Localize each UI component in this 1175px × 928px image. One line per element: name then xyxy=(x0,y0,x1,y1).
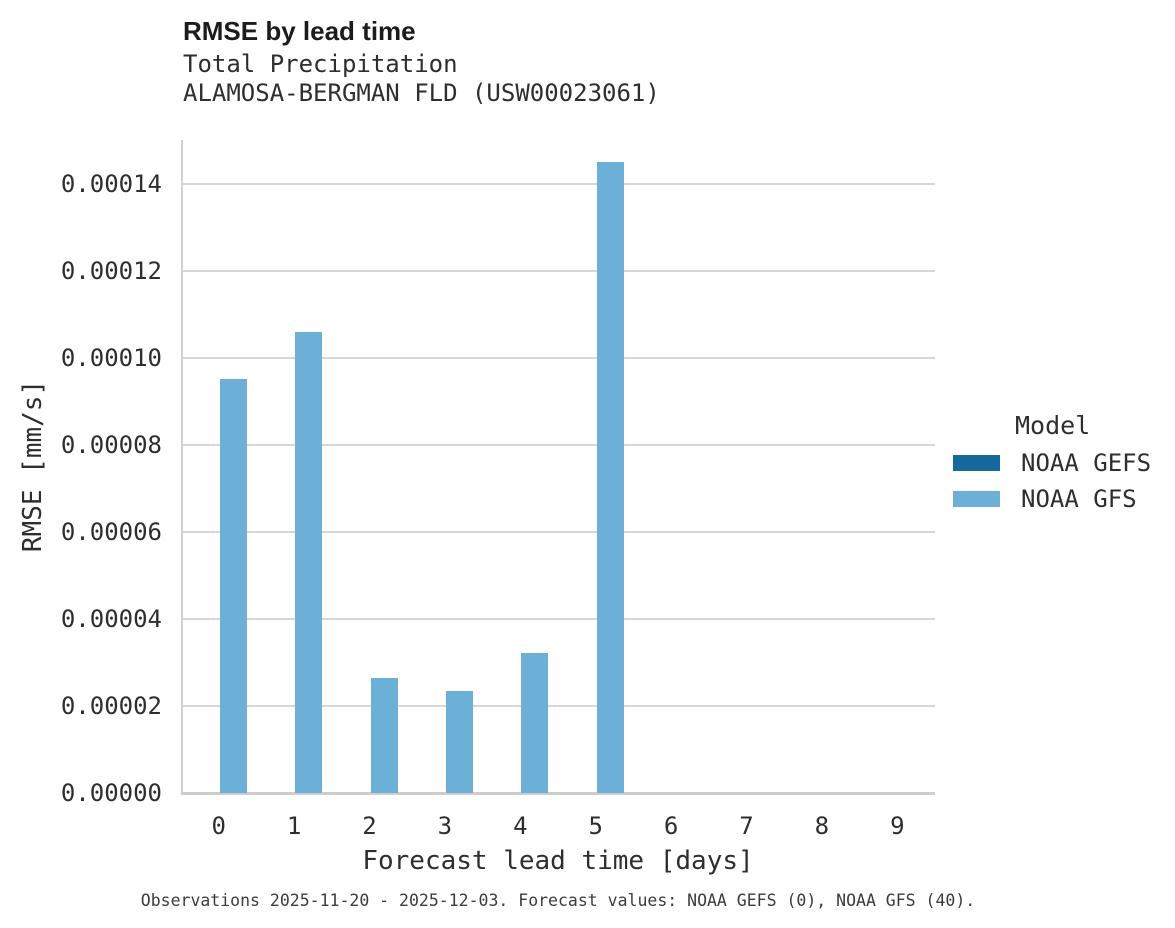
y-axis-spine xyxy=(181,140,183,793)
legend-label-noaa-gefs: NOAA GEFS xyxy=(1021,449,1152,477)
bar-noaa-gfs-day-2 xyxy=(370,677,398,793)
legend-swatch-noaa-gefs xyxy=(953,455,1000,471)
legend-title: Model xyxy=(1015,411,1091,440)
gridline xyxy=(181,704,935,707)
x-tick-label: 1 xyxy=(286,812,302,840)
x-tick-label: 9 xyxy=(890,812,905,840)
legend-label-noaa-gfs: NOAA GFS xyxy=(1021,485,1137,513)
y-tick-label: 0.00008 xyxy=(60,430,162,459)
gridline xyxy=(181,443,935,446)
x-tick-label: 4 xyxy=(513,812,528,840)
chart-title: RMSE by lead time xyxy=(183,16,416,46)
bar-noaa-gfs-day-3 xyxy=(445,690,473,793)
x-axis-title: Forecast lead time [days] xyxy=(362,846,754,876)
y-tick-label: 0.00004 xyxy=(60,604,162,633)
y-tick-label: 0.00014 xyxy=(60,169,162,198)
y-tick-label: 0.00006 xyxy=(60,517,162,546)
y-tick-label: 0.00010 xyxy=(60,343,162,372)
legend-entry-noaa-gefs: NOAA GEFS xyxy=(953,450,1151,476)
x-tick-label: 6 xyxy=(663,812,679,840)
bar-noaa-gfs-day-5 xyxy=(596,161,624,793)
y-tick-label: 0.00000 xyxy=(60,779,162,807)
gridline xyxy=(181,356,935,359)
x-tick-label: 3 xyxy=(437,812,453,840)
x-tick-label: 7 xyxy=(739,812,754,840)
gridline xyxy=(181,182,935,185)
legend: Model NOAA GEFS NOAA GFS xyxy=(953,412,1151,512)
y-tick-label: 0.00012 xyxy=(60,256,162,285)
x-tick-label: 0 xyxy=(211,812,226,840)
x-tick-label: 8 xyxy=(814,812,830,840)
chart-subtitle-station: ALAMOSA-BERGMAN FLD (USW00023061) xyxy=(183,79,660,107)
chart-subtitle-variable: Total Precipitation xyxy=(183,50,458,78)
gridline xyxy=(181,530,935,533)
legend-entry-noaa-gfs: NOAA GFS xyxy=(953,486,1151,512)
gridline xyxy=(181,617,935,620)
y-tick-label: 0.00002 xyxy=(60,691,162,720)
bar-noaa-gfs-day-4 xyxy=(521,652,549,793)
bar-noaa-gfs-day-1 xyxy=(295,331,323,793)
caption: Observations 2025-11-20 - 2025-12-03. Fo… xyxy=(140,891,976,910)
bar-noaa-gfs-day-0 xyxy=(219,379,247,793)
x-axis-spine xyxy=(181,792,935,795)
gridline xyxy=(181,269,935,272)
x-tick-label: 5 xyxy=(588,812,603,840)
x-tick-label: 2 xyxy=(362,812,377,840)
legend-swatch-noaa-gfs xyxy=(953,491,1000,507)
